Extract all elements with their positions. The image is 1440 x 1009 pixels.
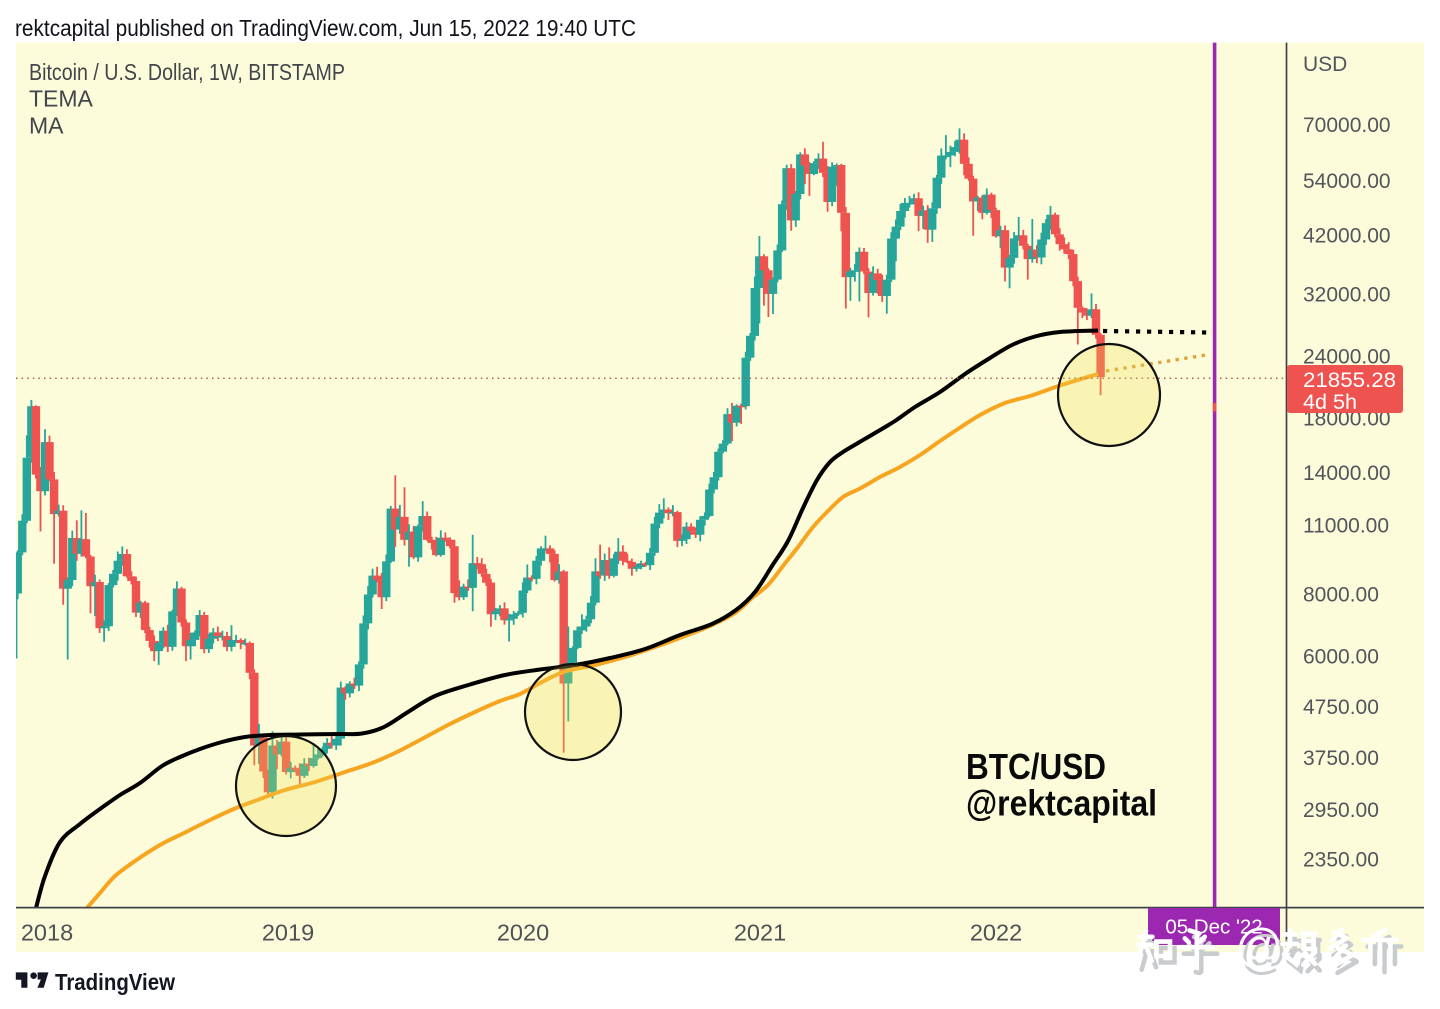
svg-text:2350.00: 2350.00 xyxy=(1303,849,1379,872)
svg-text:6000.00: 6000.00 xyxy=(1303,646,1379,669)
svg-text:TradingView: TradingView xyxy=(55,969,175,995)
svg-text:4750.00: 4750.00 xyxy=(1303,696,1379,719)
svg-text:42000.00: 42000.00 xyxy=(1303,225,1391,248)
svg-text:BTC/USD: BTC/USD xyxy=(966,746,1106,787)
svg-text:rektcapital published on Tradi: rektcapital published on TradingView.com… xyxy=(15,15,636,41)
svg-text:54000.00: 54000.00 xyxy=(1303,170,1391,193)
svg-text:2022: 2022 xyxy=(970,920,1022,946)
svg-text:@rektcapital: @rektcapital xyxy=(966,783,1157,824)
svg-text:21855.28: 21855.28 xyxy=(1303,369,1396,392)
svg-text:2018: 2018 xyxy=(21,920,73,946)
svg-text:2021: 2021 xyxy=(734,920,786,946)
svg-text:70000.00: 70000.00 xyxy=(1303,114,1391,137)
svg-text:2019: 2019 xyxy=(262,920,314,946)
svg-text:USD: USD xyxy=(1303,53,1347,76)
svg-text:2020: 2020 xyxy=(497,920,549,946)
svg-text:2950.00: 2950.00 xyxy=(1303,799,1379,822)
svg-text:14000.00: 14000.00 xyxy=(1303,462,1391,485)
svg-text:4d 5h: 4d 5h xyxy=(1303,391,1357,414)
svg-text:18000.00: 18000.00 xyxy=(1303,408,1391,431)
svg-text:3750.00: 3750.00 xyxy=(1303,747,1379,770)
svg-text:24000.00: 24000.00 xyxy=(1303,346,1391,369)
svg-text:MA: MA xyxy=(29,113,64,139)
svg-text:@: @ xyxy=(1240,926,1288,979)
svg-text:32000.00: 32000.00 xyxy=(1303,284,1391,307)
svg-text:11000.00: 11000.00 xyxy=(1303,515,1389,538)
svg-text:TEMA: TEMA xyxy=(29,86,94,112)
svg-text:Bitcoin / U.S. Dollar, 1W, BIT: Bitcoin / U.S. Dollar, 1W, BITSTAMP xyxy=(29,59,345,85)
svg-text:8000.00: 8000.00 xyxy=(1303,584,1379,607)
svg-text:@: @ xyxy=(1235,919,1283,972)
